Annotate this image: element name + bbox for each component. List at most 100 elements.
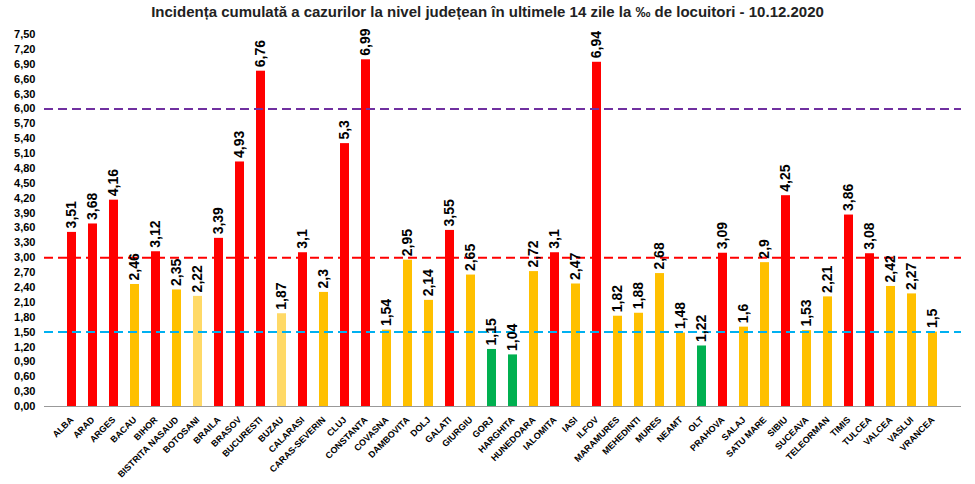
svg-text:1,48: 1,48: [672, 302, 688, 329]
svg-text:HARGHITA: HARGHITA: [476, 414, 517, 455]
svg-text:CALARASI: CALARASI: [266, 414, 307, 455]
svg-text:3,30: 3,30: [14, 236, 35, 248]
svg-text:7,20: 7,20: [14, 43, 35, 55]
svg-text:5,3: 5,3: [336, 120, 352, 140]
svg-text:0,00: 0,00: [14, 400, 35, 412]
svg-text:NEAMT: NEAMT: [655, 414, 685, 444]
svg-text:BIHOR: BIHOR: [131, 414, 160, 443]
svg-text:GALATI: GALATI: [423, 414, 454, 445]
svg-text:1,80: 1,80: [14, 311, 35, 323]
svg-text:2,95: 2,95: [399, 229, 415, 256]
svg-text:ARGES: ARGES: [87, 414, 118, 445]
svg-text:3,86: 3,86: [840, 184, 856, 211]
svg-text:2,35: 2,35: [168, 258, 184, 285]
svg-text:BOTOSANI: BOTOSANI: [160, 414, 202, 456]
svg-text:1,82: 1,82: [609, 285, 625, 312]
svg-text:2,47: 2,47: [567, 253, 583, 280]
svg-text:2,14: 2,14: [420, 269, 436, 296]
svg-text:1,20: 1,20: [14, 341, 35, 353]
svg-text:3,60: 3,60: [14, 221, 35, 233]
svg-text:2,42: 2,42: [882, 255, 898, 282]
svg-text:3,09: 3,09: [714, 222, 730, 249]
svg-text:0,60: 0,60: [14, 370, 35, 382]
svg-text:1,54: 1,54: [378, 299, 394, 326]
svg-text:2,68: 2,68: [651, 242, 667, 269]
svg-text:HUNEDOARA: HUNEDOARA: [489, 414, 538, 464]
svg-text:6,94: 6,94: [588, 31, 604, 58]
svg-text:3,1: 3,1: [294, 229, 310, 249]
svg-text:CONSTANTA: CONSTANTA: [323, 414, 370, 461]
svg-text:TELEORMAN: TELEORMAN: [784, 415, 831, 462]
svg-text:CARAS-SEVERIN: CARAS-SEVERIN: [268, 415, 328, 475]
svg-text:4,20: 4,20: [14, 192, 35, 204]
svg-text:1,6: 1,6: [735, 303, 751, 323]
svg-text:COVASNA: COVASNA: [352, 414, 391, 454]
svg-text:VRANCEA: VRANCEA: [898, 414, 937, 453]
svg-text:MURES: MURES: [633, 414, 664, 445]
svg-text:2,27: 2,27: [903, 262, 919, 289]
svg-text:3,12: 3,12: [147, 220, 163, 247]
svg-text:BUZAU: BUZAU: [256, 414, 286, 445]
svg-text:1,04: 1,04: [504, 323, 520, 350]
svg-text:2,40: 2,40: [14, 281, 35, 293]
svg-text:1,50: 1,50: [14, 326, 35, 338]
svg-text:0,30: 0,30: [14, 385, 35, 397]
svg-text:BISTRITA NASAUD: BISTRITA NASAUD: [115, 414, 181, 480]
svg-text:BUCURESTI: BUCURESTI: [220, 414, 265, 459]
svg-text:4,16: 4,16: [105, 169, 121, 196]
svg-text:2,72: 2,72: [525, 240, 541, 267]
svg-text:4,93: 4,93: [231, 131, 247, 158]
svg-text:5,10: 5,10: [14, 147, 35, 159]
svg-text:6,90: 6,90: [14, 58, 35, 70]
svg-text:2,22: 2,22: [189, 265, 205, 292]
svg-text:0,90: 0,90: [14, 355, 35, 367]
svg-text:3,1: 3,1: [546, 229, 562, 249]
svg-text:1,15: 1,15: [483, 318, 499, 345]
svg-text:6,00: 6,00: [14, 102, 35, 114]
svg-text:1,87: 1,87: [273, 282, 289, 309]
svg-text:4,50: 4,50: [14, 177, 35, 189]
svg-text:1,5: 1,5: [924, 308, 940, 328]
svg-text:GIURGIU: GIURGIU: [440, 415, 474, 449]
svg-text:3,00: 3,00: [14, 251, 35, 263]
svg-text:6,30: 6,30: [14, 88, 35, 100]
svg-text:2,9: 2,9: [756, 239, 772, 259]
svg-text:BACAU: BACAU: [108, 415, 138, 445]
svg-text:PRAHOVA: PRAHOVA: [688, 414, 727, 454]
svg-text:3,68: 3,68: [84, 193, 100, 220]
svg-text:SATU MARE: SATU MARE: [724, 415, 768, 459]
svg-text:DAMBOVITA: DAMBOVITA: [366, 414, 411, 459]
svg-text:IALOMITA: IALOMITA: [521, 414, 559, 452]
svg-text:3,08: 3,08: [861, 222, 877, 249]
svg-text:ALBA: ALBA: [51, 414, 76, 439]
svg-text:1,88: 1,88: [630, 282, 646, 309]
svg-text:BRASOV: BRASOV: [209, 414, 244, 449]
svg-text:2,46: 2,46: [126, 253, 142, 280]
svg-text:VASLUI: VASLUI: [885, 414, 916, 445]
svg-text:2,3: 2,3: [315, 269, 331, 289]
svg-text:4,25: 4,25: [777, 164, 793, 191]
svg-text:6,99: 6,99: [357, 28, 373, 55]
svg-text:7,50: 7,50: [14, 28, 35, 40]
svg-text:6,60: 6,60: [14, 73, 35, 85]
svg-text:2,10: 2,10: [14, 296, 35, 308]
svg-text:MARAMURES: MARAMURES: [572, 414, 622, 464]
svg-text:MEHEDINTI: MEHEDINTI: [600, 414, 643, 457]
svg-text:2,21: 2,21: [819, 265, 835, 292]
svg-text:3,90: 3,90: [14, 207, 35, 219]
svg-text:3,55: 3,55: [441, 199, 457, 226]
svg-text:VALCEA: VALCEA: [861, 414, 895, 448]
svg-text:2,65: 2,65: [462, 244, 478, 271]
svg-text:2,70: 2,70: [14, 266, 35, 278]
svg-text:TULCEA: TULCEA: [840, 414, 874, 448]
svg-text:BRAILA: BRAILA: [191, 414, 223, 446]
svg-text:4,80: 4,80: [14, 162, 35, 174]
svg-text:1,22: 1,22: [693, 315, 709, 342]
svg-text:SUCEAVA: SUCEAVA: [773, 414, 811, 452]
svg-text:3,51: 3,51: [63, 201, 79, 228]
svg-text:5,70: 5,70: [14, 117, 35, 129]
svg-text:1,53: 1,53: [798, 299, 814, 326]
svg-text:6,76: 6,76: [252, 40, 268, 67]
svg-text:5,40: 5,40: [14, 132, 35, 144]
svg-text:3,39: 3,39: [210, 207, 226, 234]
